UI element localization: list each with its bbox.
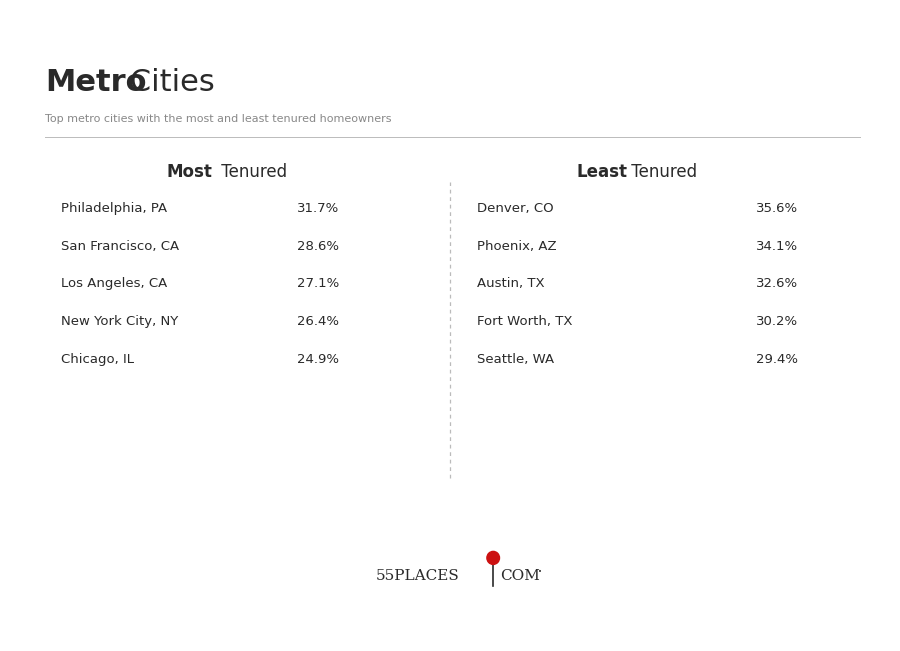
Text: Seattle, WA: Seattle, WA xyxy=(477,353,554,366)
Text: 28.6%: 28.6% xyxy=(297,240,339,253)
Text: COM: COM xyxy=(500,569,540,583)
Text: Tenured: Tenured xyxy=(626,163,697,181)
Text: 34.1%: 34.1% xyxy=(756,240,798,253)
Text: Philadelphia, PA: Philadelphia, PA xyxy=(61,202,167,215)
Text: San Francisco, CA: San Francisco, CA xyxy=(61,240,179,253)
Text: Chicago, IL: Chicago, IL xyxy=(61,353,134,366)
Text: Most: Most xyxy=(166,163,212,181)
Text: Tenured: Tenured xyxy=(216,163,287,181)
Text: 24.9%: 24.9% xyxy=(297,353,339,366)
Text: Denver, CO: Denver, CO xyxy=(477,202,554,215)
Text: 32.6%: 32.6% xyxy=(756,277,798,290)
Text: Cities: Cities xyxy=(120,68,214,98)
Text: Least: Least xyxy=(576,163,627,181)
Text: New York City, NY: New York City, NY xyxy=(61,315,178,328)
Text: Fort Worth, TX: Fort Worth, TX xyxy=(477,315,572,328)
Text: 31.7%: 31.7% xyxy=(297,202,339,215)
Text: •: • xyxy=(538,569,542,575)
Text: 55PLACES: 55PLACES xyxy=(376,569,460,583)
Text: 35.6%: 35.6% xyxy=(756,202,798,215)
Text: Los Angeles, CA: Los Angeles, CA xyxy=(61,277,167,290)
Text: 30.2%: 30.2% xyxy=(756,315,798,328)
Text: Top metro cities with the most and least tenured homeowners: Top metro cities with the most and least… xyxy=(45,114,392,124)
Text: 29.4%: 29.4% xyxy=(756,353,798,366)
Text: Phoenix, AZ: Phoenix, AZ xyxy=(477,240,556,253)
Text: 27.1%: 27.1% xyxy=(297,277,339,290)
Text: Austin, TX: Austin, TX xyxy=(477,277,544,290)
Text: 26.4%: 26.4% xyxy=(297,315,339,328)
Text: Metro: Metro xyxy=(45,68,147,98)
